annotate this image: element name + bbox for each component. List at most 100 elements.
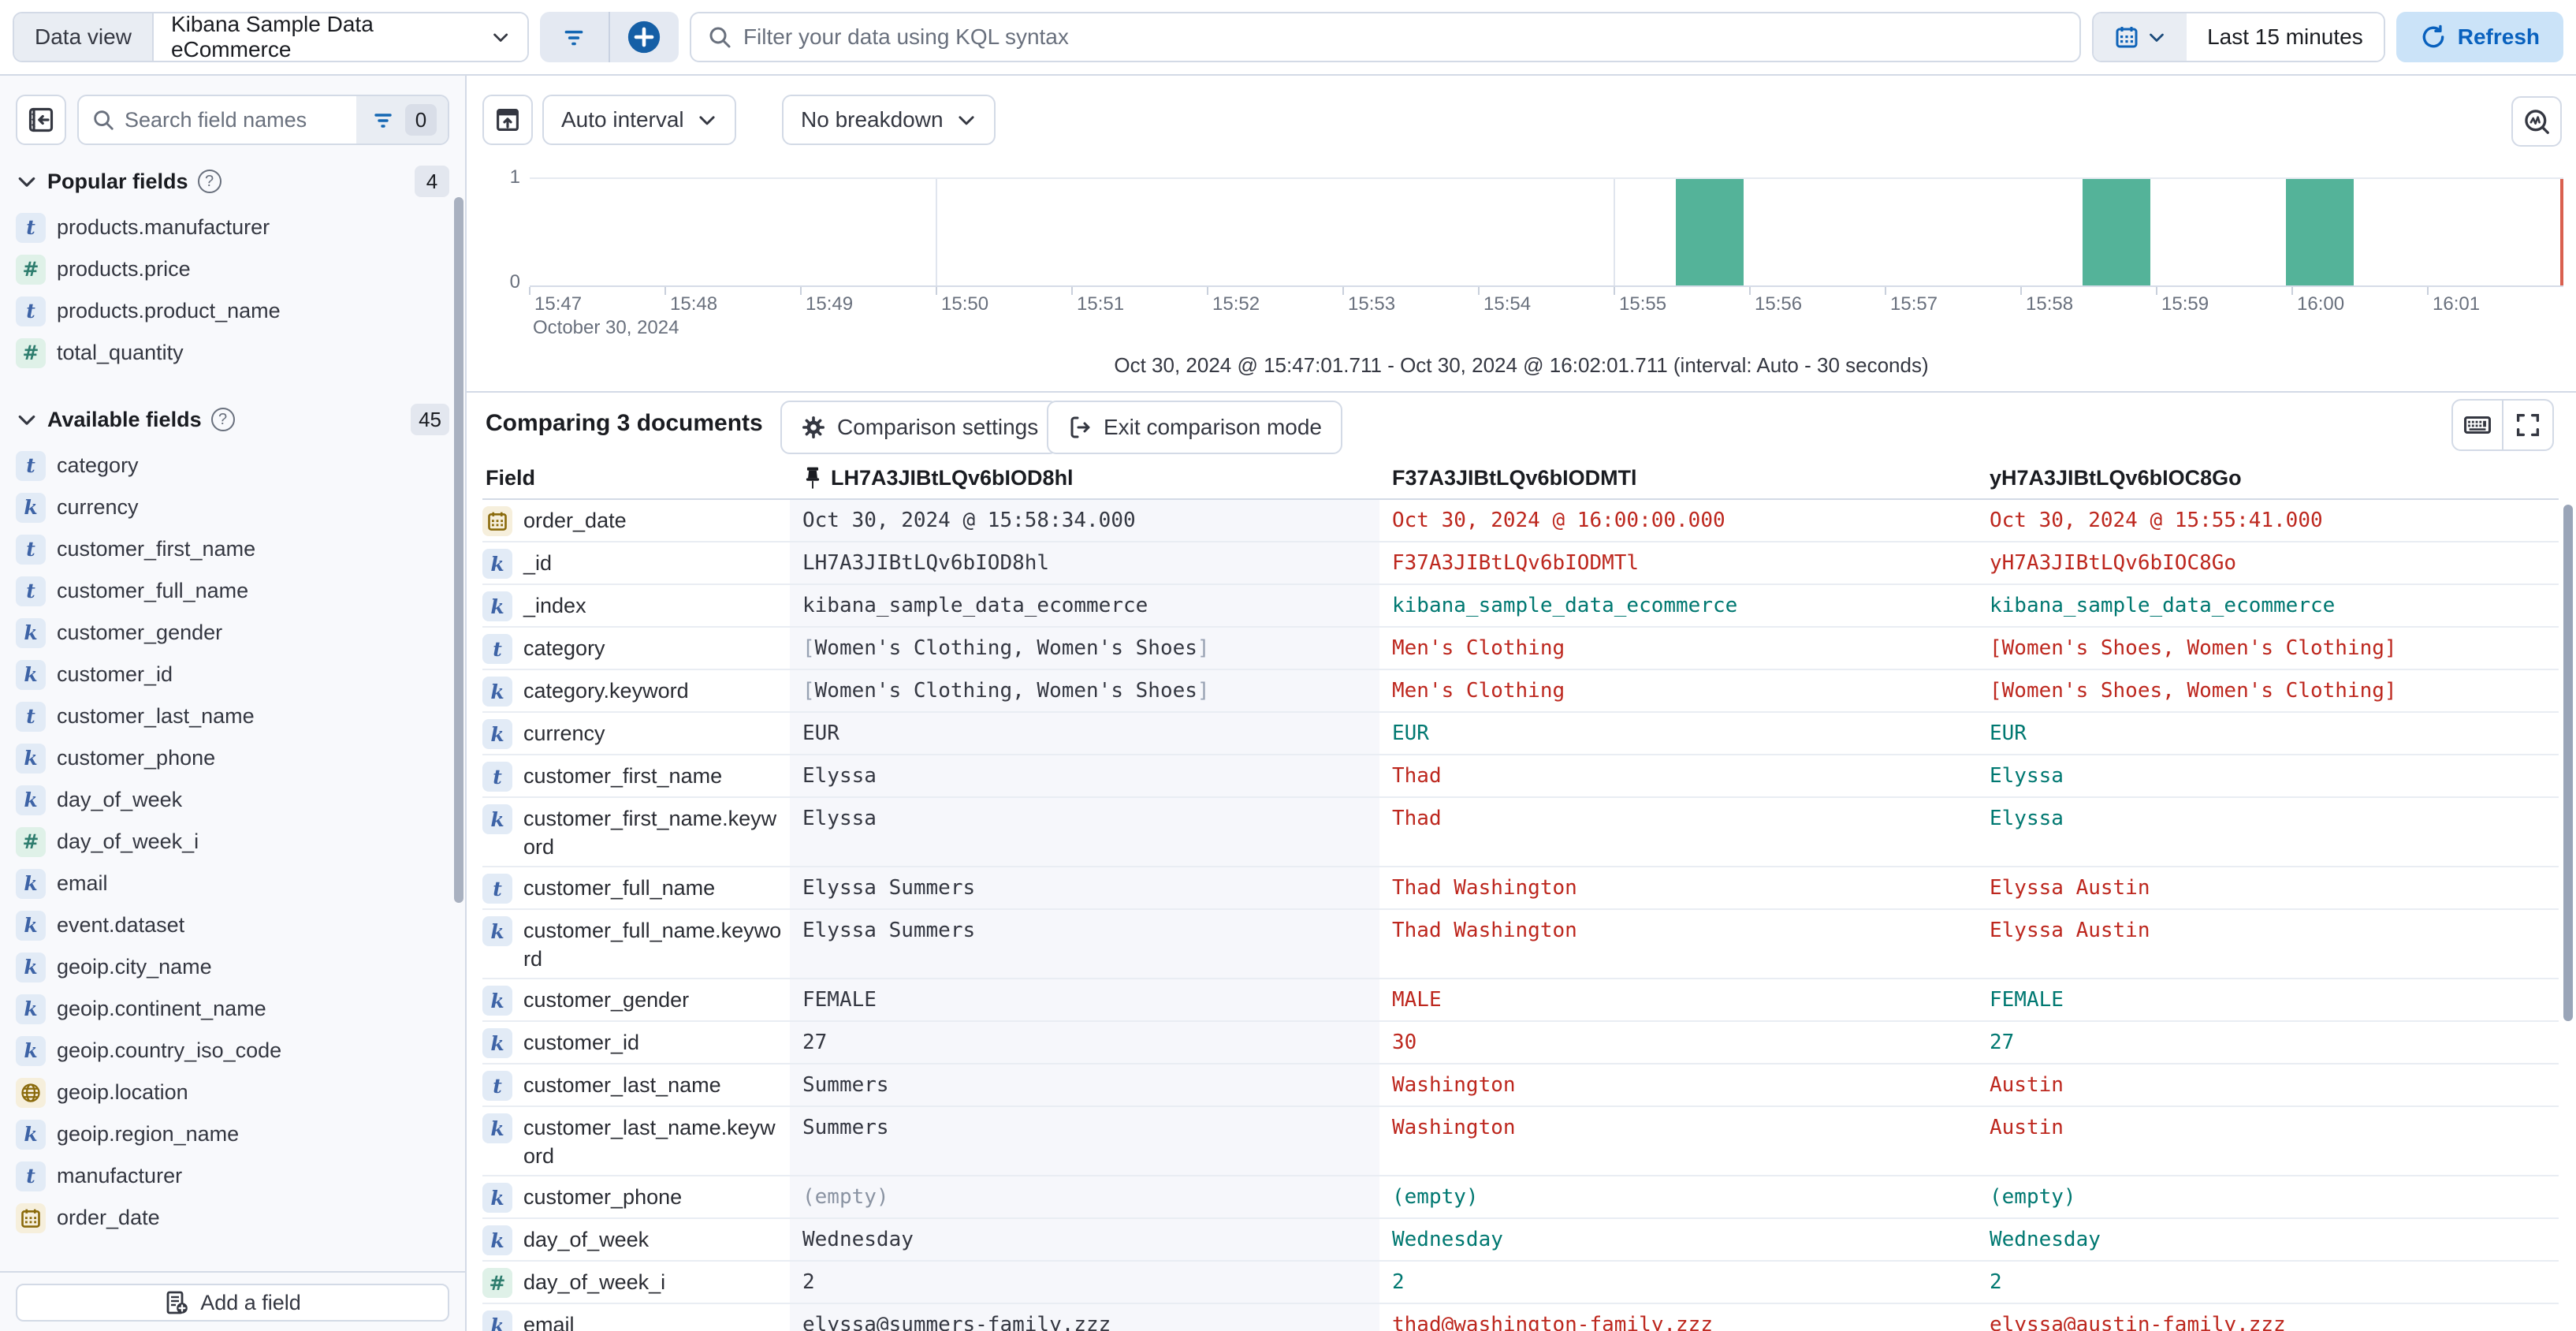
field-search-box[interactable]: 0 (77, 95, 449, 145)
field-cell[interactable]: k customer_first_name.keyword (482, 798, 790, 866)
x-axis-tick-label: 15:58 (2026, 293, 2074, 315)
kql-search-bar[interactable] (689, 12, 2082, 62)
field-item-manufacturer[interactable]: t manufacturer (0, 1155, 465, 1197)
field-cell[interactable]: k _id (482, 542, 790, 583)
keyword-field-icon: k (16, 952, 46, 982)
field-item-geoip.city_name[interactable]: k geoip.city_name (0, 946, 465, 988)
x-axis-tick-label: 15:51 (1077, 293, 1125, 315)
keyboard-shortcuts-button[interactable] (2453, 401, 2502, 449)
fullscreen-button[interactable] (2503, 401, 2552, 449)
field-cell[interactable]: t customer_first_name (482, 755, 790, 796)
field-item-event.dataset[interactable]: k event.dataset (0, 904, 465, 946)
field-cell[interactable]: k customer_id (482, 1022, 790, 1063)
field-item-customer_gender[interactable]: k customer_gender (0, 612, 465, 654)
exit-comparison-button[interactable]: Exit comparison mode (1047, 401, 1343, 454)
field-item-geoip.region_name[interactable]: k geoip.region_name (0, 1113, 465, 1155)
text-field-icon: t (482, 1071, 512, 1101)
chart-options-button[interactable] (482, 95, 533, 145)
edit-visualization-button[interactable] (2511, 96, 2562, 147)
x-axis-tick-mark (1478, 287, 1480, 295)
field-cell[interactable]: k customer_full_name.keyword (482, 910, 790, 978)
field-name: customer_last_name.keyword (523, 1116, 776, 1168)
x-axis-tick-label: 15:52 (1212, 293, 1260, 315)
time-range-picker: Last 15 minutes (2092, 12, 2385, 62)
field-item-customer_full_name[interactable]: t customer_full_name (0, 570, 465, 612)
field-item-products.manufacturer[interactable]: t products.manufacturer (0, 207, 465, 248)
field-cell[interactable]: k _index (482, 585, 790, 626)
field-item-day_of_week[interactable]: k day_of_week (0, 779, 465, 821)
field-item-total_quantity[interactable]: # total_quantity (0, 332, 465, 374)
histogram-bar-16:00:00[interactable] (2286, 179, 2355, 285)
histogram-plot[interactable] (529, 177, 2563, 295)
keyword-field-icon: k (16, 659, 46, 690)
field-name: customer_gender (57, 621, 223, 644)
field-item-customer_phone[interactable]: k customer_phone (0, 737, 465, 779)
histogram-bar-15:55:30[interactable] (1676, 179, 1744, 285)
field-item-products.product_name[interactable]: t products.product_name (0, 290, 465, 332)
field-name: _id (523, 551, 553, 575)
gear-icon (802, 416, 825, 438)
sidebar-scrollbar[interactable] (454, 197, 463, 903)
field-item-currency[interactable]: k currency (0, 487, 465, 528)
calendar-button[interactable] (2094, 13, 2187, 61)
add-filter-button[interactable] (610, 12, 679, 62)
field-cell[interactable]: k category.keyword (482, 670, 790, 711)
field-cell[interactable]: k currency (482, 713, 790, 754)
refresh-button[interactable]: Refresh (2395, 12, 2563, 62)
table-row-category: t category [Women's Clothing, Women's Shoe… (482, 628, 2559, 670)
field-name: email (57, 871, 108, 895)
column-header-pinned-doc[interactable]: LH7A3JIBtLQv6bIOD8hl (790, 466, 1379, 490)
field-item-category[interactable]: t category (0, 445, 465, 487)
x-axis-tick-mark (2427, 287, 2429, 295)
time-range-value[interactable]: Last 15 minutes (2187, 13, 2384, 61)
chevron-down-icon (958, 116, 974, 125)
field-search-input[interactable] (125, 107, 356, 132)
lens-magnifier-icon (2525, 110, 2549, 134)
interval-select[interactable]: Auto interval (542, 95, 736, 145)
field-item-geoip.continent_name[interactable]: k geoip.continent_name (0, 988, 465, 1030)
histogram-bar-15:58:30[interactable] (2083, 179, 2151, 285)
field-cell[interactable]: order_date (482, 500, 790, 541)
base-doc-value: elyssa@summers-family.zzz (790, 1304, 1379, 1331)
field-cell[interactable]: k customer_gender (482, 979, 790, 1020)
field-cell[interactable]: k customer_last_name.keyword (482, 1107, 790, 1175)
field-cell[interactable]: k email (482, 1304, 790, 1331)
globe-icon (21, 1083, 40, 1102)
field-cell[interactable]: k day_of_week (482, 1219, 790, 1260)
table-row-customer_last_name.keyword: k customer_last_name.keyword Summers Washin… (482, 1107, 2559, 1176)
field-item-customer_first_name[interactable]: t customer_first_name (0, 528, 465, 570)
field-item-customer_id[interactable]: k customer_id (0, 654, 465, 695)
comparison-settings-button[interactable]: Comparison settings (780, 401, 1059, 454)
plus-circle-icon (628, 21, 661, 54)
field-cell[interactable]: t customer_full_name (482, 867, 790, 908)
field-filter-button[interactable]: 0 (356, 96, 448, 144)
column-header-doc-2[interactable]: F37A3JIBtLQv6bIODMTl (1392, 465, 1637, 490)
available-fields-header[interactable]: Available fields ? 45 (0, 402, 465, 437)
field-item-geoip.location[interactable]: geoip.location (0, 1072, 465, 1113)
add-field-button[interactable]: Add a field (16, 1284, 449, 1322)
field-item-geoip.country_iso_code[interactable]: k geoip.country_iso_code (0, 1030, 465, 1072)
table-scrollbar[interactable] (2563, 505, 2573, 1021)
collapse-sidebar-button[interactable] (16, 95, 66, 145)
field-item-day_of_week_i[interactable]: # day_of_week_i (0, 821, 465, 863)
field-cell[interactable]: k customer_phone (482, 1176, 790, 1217)
number-field-icon: # (482, 1268, 512, 1298)
table-row-day_of_week_i: # day_of_week_i 2 2 2 (482, 1262, 2559, 1304)
field-item-order_date[interactable]: order_date (0, 1197, 465, 1239)
popular-fields-header[interactable]: Popular fields ? 4 (0, 164, 465, 199)
gridline (1614, 179, 1615, 285)
table-row-customer_phone: k customer_phone (empty) (empty) (empty) (482, 1176, 2559, 1219)
kql-search-input[interactable] (743, 24, 2064, 50)
column-header-doc-3[interactable]: yH7A3JIBtLQv6bIOC8Go (1990, 465, 2242, 490)
field-cell[interactable]: # day_of_week_i (482, 1262, 790, 1303)
breakdown-select[interactable]: No breakdown (782, 95, 996, 145)
field-item-products.price[interactable]: # products.price (0, 248, 465, 290)
data-view-picker[interactable]: Data view Kibana Sample Data eCommerce (13, 12, 529, 62)
y-axis-tick-0: 0 (509, 271, 520, 293)
x-axis-tick-mark (2020, 287, 2022, 295)
field-item-email[interactable]: k email (0, 863, 465, 904)
field-cell[interactable]: t customer_last_name (482, 1064, 790, 1105)
field-item-customer_last_name[interactable]: t customer_last_name (0, 695, 465, 737)
filter-button[interactable] (540, 12, 609, 62)
field-cell[interactable]: t category (482, 628, 790, 669)
